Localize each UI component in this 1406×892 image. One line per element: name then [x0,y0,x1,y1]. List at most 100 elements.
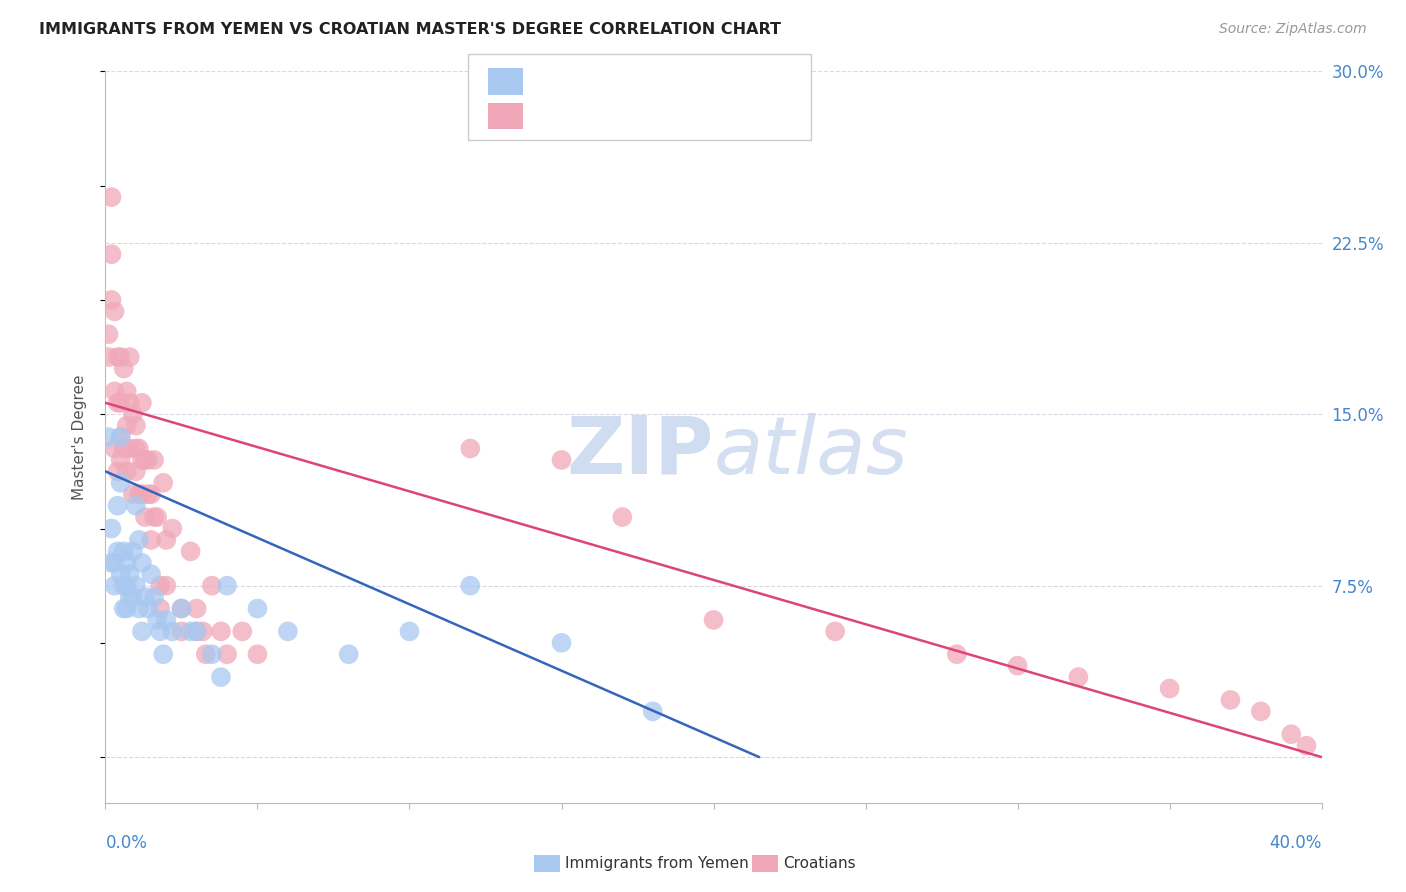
Point [110,453,132,467]
Point [170,601,193,615]
Point [945,647,967,661]
Point [121,590,143,604]
Point [155,579,177,593]
Point [110,475,132,490]
Point [458,579,481,593]
Point [115,556,138,570]
Text: ZIP: ZIP [567,413,713,491]
Point [128,487,150,501]
Point [110,430,132,444]
Point [121,487,143,501]
Point [162,624,184,639]
Point [641,705,664,719]
Point [115,601,138,615]
Point [128,442,150,456]
Point [550,636,572,650]
Text: 40.0%: 40.0% [1270,834,1322,852]
Point [115,579,138,593]
Point [125,464,148,478]
Point [139,567,162,582]
Point [194,647,217,661]
Point [100,293,122,307]
Point [143,590,166,604]
Point [246,601,269,615]
Point [112,361,135,376]
Point [125,442,148,456]
Point [1295,739,1317,753]
Text: Croatians: Croatians [783,856,856,871]
Point [186,624,208,639]
Point [128,601,150,615]
Point [162,521,184,535]
Point [128,533,150,547]
Point [146,613,169,627]
Point [107,544,129,558]
Point [824,624,846,639]
Point [118,567,141,582]
Point [1250,705,1272,719]
Point [217,647,239,661]
Point [186,624,208,639]
Point [143,453,166,467]
Point [107,464,129,478]
Point [131,487,153,501]
Point [97,327,120,342]
Point [110,350,132,364]
Point [170,624,193,639]
Point [1279,727,1302,741]
Point [702,613,725,627]
Text: R = -0.459   N = 73: R = -0.459 N = 73 [540,107,731,125]
Text: Source: ZipAtlas.com: Source: ZipAtlas.com [1219,22,1367,37]
Point [112,579,135,593]
Point [131,624,153,639]
Point [112,544,135,558]
Text: Immigrants from Yemen: Immigrants from Yemen [565,856,749,871]
Point [180,544,202,558]
Point [612,510,634,524]
Point [110,396,132,410]
Point [398,624,420,639]
Point [100,190,122,204]
Point [103,384,125,399]
Point [152,475,174,490]
Point [118,590,141,604]
Point [217,579,239,593]
Point [103,579,125,593]
Point [107,396,129,410]
Point [550,453,572,467]
Point [100,247,122,261]
Point [1159,681,1181,696]
Y-axis label: Master's Degree: Master's Degree [72,375,87,500]
Point [136,601,159,615]
Point [131,556,153,570]
Point [125,579,148,593]
Point [115,418,138,433]
Point [97,350,120,364]
Point [149,601,172,615]
Point [100,556,122,570]
Point [115,464,138,478]
Point [136,487,159,501]
Text: IMMIGRANTS FROM YEMEN VS CROATIAN MASTER'S DEGREE CORRELATION CHART: IMMIGRANTS FROM YEMEN VS CROATIAN MASTER… [39,22,782,37]
Point [143,510,166,524]
Point [209,624,232,639]
Point [103,304,125,318]
Point [152,647,174,661]
Point [97,430,120,444]
Point [103,556,125,570]
Point [112,442,135,456]
Point [134,590,156,604]
Text: 0.0%: 0.0% [105,834,148,852]
Point [191,624,214,639]
Point [118,442,141,456]
Point [110,567,132,582]
Point [246,647,269,661]
Point [277,624,299,639]
Point [155,533,177,547]
Point [125,499,148,513]
Point [139,533,162,547]
Point [180,624,202,639]
Point [107,350,129,364]
Point [1219,693,1241,707]
Point [146,510,169,524]
